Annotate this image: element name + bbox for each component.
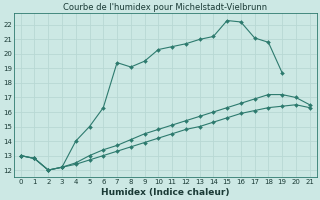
X-axis label: Humidex (Indice chaleur): Humidex (Indice chaleur) — [101, 188, 229, 197]
Title: Courbe de l'humidex pour Michelstadt-Vielbrunn: Courbe de l'humidex pour Michelstadt-Vie… — [63, 3, 267, 12]
